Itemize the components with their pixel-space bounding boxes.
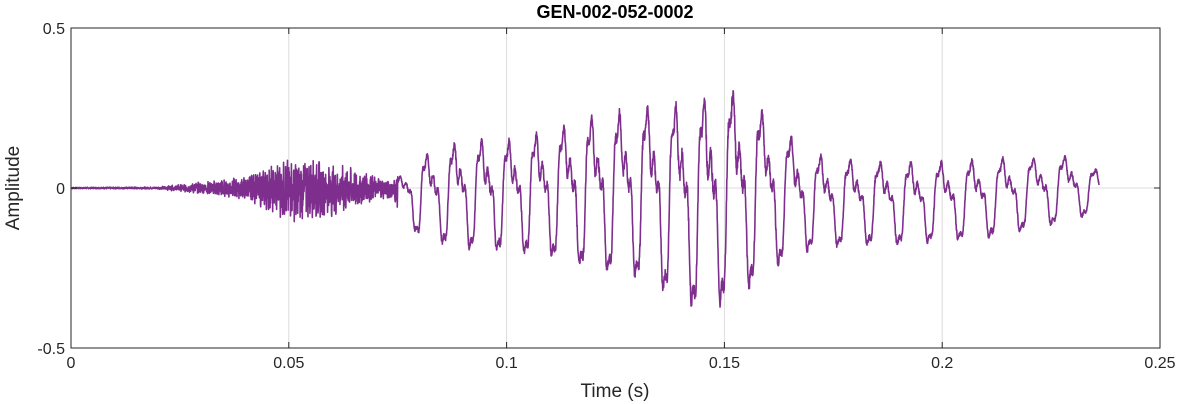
y-axis-label: Amplitude xyxy=(3,146,24,231)
y-tick-label: -0.5 xyxy=(37,341,65,358)
x-tick-label: 0 xyxy=(67,355,76,372)
x-tick-label: 0.05 xyxy=(273,355,304,372)
signal-line xyxy=(70,90,1100,308)
ticks: 0 0.05 0.1 0.15 0.2 0.25-0.500.5 xyxy=(37,21,1175,372)
y-tick-label: 0 xyxy=(56,181,65,198)
chart-title: GEN-002-052-0002 xyxy=(536,2,693,22)
x-tick-label: 0.15 xyxy=(709,355,740,372)
y-tick-label: 0.5 xyxy=(43,21,65,38)
x-tick-label: 0.2 xyxy=(931,355,953,372)
signal-series xyxy=(70,90,1100,308)
x-tick-label: 0.25 xyxy=(1144,355,1175,372)
x-tick-label: 0.1 xyxy=(495,355,517,372)
x-axis-label: Time (s) xyxy=(581,381,650,402)
